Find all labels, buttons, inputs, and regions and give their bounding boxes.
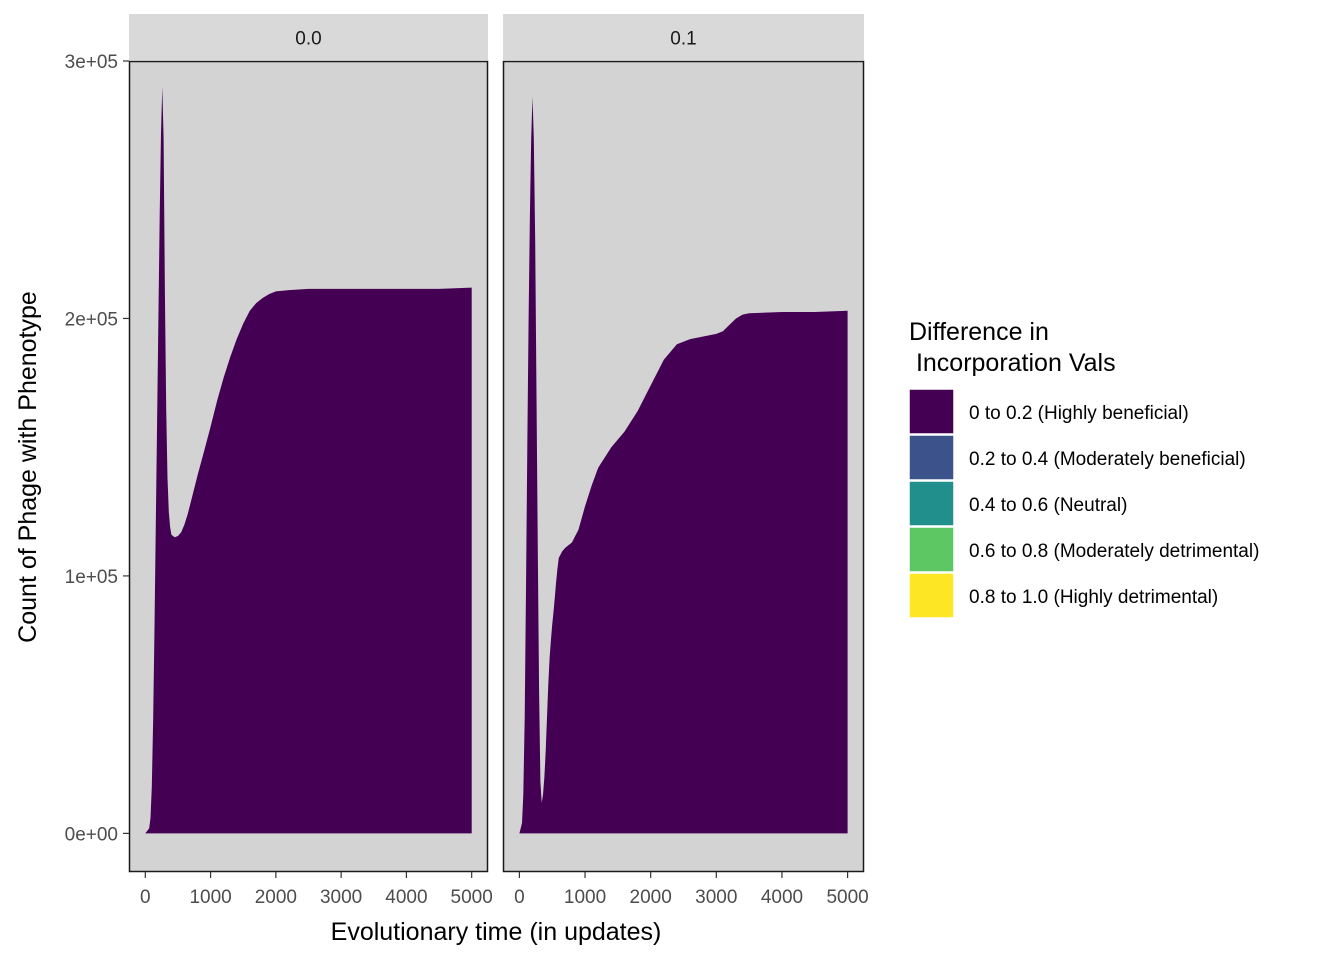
legend-key [908, 572, 955, 619]
y-tick-label: 0e+00 [65, 824, 118, 845]
facet-strip [503, 14, 864, 60]
x-tick-label: 2000 [630, 887, 672, 908]
x-tick-label: 4000 [385, 887, 427, 908]
legend-title-line: Incorporation Vals [909, 349, 1116, 377]
x-tick-label: 1000 [564, 887, 606, 908]
legend-label: 0 to 0.2 (Highly beneficial) [969, 403, 1189, 424]
x-tick-label: 0 [514, 887, 525, 908]
facet-panels: 0.0 0 1000 2000 3000 4000 5000 0e+00 1e+05 2e+05 3… [65, 14, 869, 908]
facet-panel-0: 0.0 0 1000 2000 3000 4000 5000 0e+00 1e+05 2e+05 3… [65, 14, 493, 908]
y-axis-title: Count of Phage with Phenotype [14, 291, 42, 643]
x-tick-label: 5000 [451, 887, 493, 908]
x-tick-label: 3000 [695, 887, 737, 908]
facet-strip [129, 14, 488, 60]
x-tick-label: 0 [140, 887, 151, 908]
legend-label: 0.4 to 0.6 (Neutral) [969, 495, 1127, 516]
legend-label: 0.2 to 0.4 (Moderately beneficial) [969, 449, 1246, 470]
x-tick-label: 2000 [255, 887, 297, 908]
panel-border [128, 60, 489, 873]
y-tick-label: 1e+05 [65, 567, 118, 588]
panel-border [502, 60, 865, 873]
x-tick-label: 1000 [189, 887, 231, 908]
y-tick-label: 3e+05 [65, 52, 118, 73]
x-tick-label: 5000 [826, 887, 868, 908]
legend-label: 0.8 to 1.0 (Highly detrimental) [969, 587, 1218, 608]
x-axis-title: Evolutionary time (in updates) [331, 918, 662, 946]
legend-key [908, 480, 955, 527]
legend-key [908, 388, 955, 435]
legend-key [908, 526, 955, 573]
area-series [519, 97, 848, 834]
x-tick-label: 3000 [320, 887, 362, 908]
x-tick-label: 4000 [761, 887, 803, 908]
facet-strip-label: 0.1 [670, 29, 696, 50]
facet-strip-label: 0.0 [295, 29, 321, 50]
legend: Difference in Incorporation Vals 0 to 0.2… [908, 318, 1259, 619]
legend-title-line: Difference in [909, 318, 1049, 346]
area-series [145, 86, 472, 834]
facet-panel-1: 0.1 0 1000 2000 3000 4000 5000 [502, 14, 869, 908]
legend-key [908, 434, 955, 481]
y-tick-label: 2e+05 [65, 309, 118, 330]
legend-label: 0.6 to 0.8 (Moderately detrimental) [969, 541, 1259, 562]
